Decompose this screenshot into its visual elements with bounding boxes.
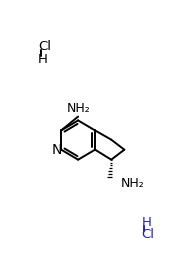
Text: H: H [38,53,48,66]
Text: Cl: Cl [141,228,154,241]
Text: H: H [141,215,151,228]
Text: NH₂: NH₂ [66,102,90,115]
Text: NH₂: NH₂ [120,177,144,190]
Text: Cl: Cl [38,40,51,53]
Text: N: N [51,143,62,157]
